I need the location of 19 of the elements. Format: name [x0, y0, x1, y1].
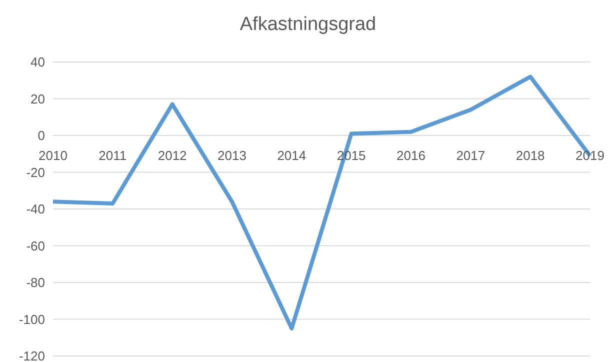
x-tick-label: 2012	[158, 148, 187, 163]
y-tick-label: -40	[26, 202, 45, 217]
x-tick-label: 2016	[396, 148, 426, 163]
x-tick-label: 2019	[576, 148, 604, 163]
y-tick-label: -120	[18, 348, 45, 362]
x-tick-label: 2010	[38, 148, 68, 163]
x-tick-label: 2013	[218, 148, 246, 163]
y-tick-label: -20	[26, 164, 45, 180]
y-tick-label: 40	[30, 54, 45, 70]
x-tick-label: 2017	[456, 148, 486, 163]
chart-title: Afkastningsgrad	[238, 14, 378, 36]
x-tick-label: 2018	[516, 148, 545, 163]
y-tick-label: 20	[30, 91, 45, 106]
x-tick-label: 2014	[277, 148, 306, 163]
y-tick-label: -60	[26, 238, 45, 254]
x-tick-label: 2011	[98, 148, 127, 163]
y-tick-label: 0	[38, 128, 45, 144]
y-tick-label: -100	[18, 312, 45, 327]
y-tick-label: -80	[26, 275, 45, 290]
